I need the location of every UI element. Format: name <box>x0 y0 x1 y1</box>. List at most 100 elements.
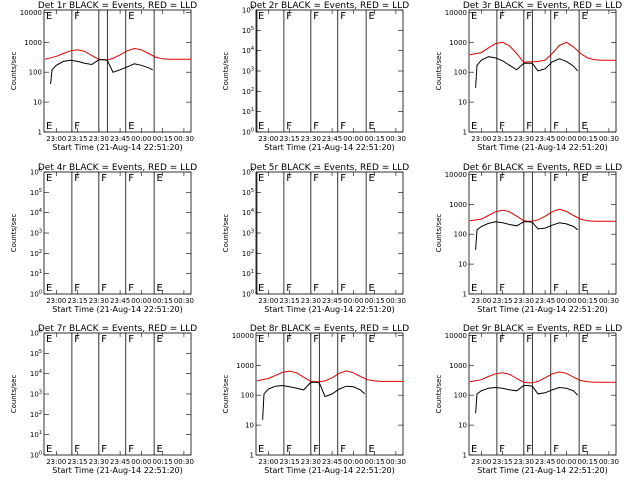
flag-label: F <box>286 283 292 294</box>
x-tick-label: 23:45 <box>535 458 555 466</box>
events-series-line <box>475 56 579 88</box>
flag-label: E <box>258 334 264 345</box>
flag-label: F <box>74 121 80 132</box>
flag-label: E <box>471 173 477 184</box>
y-tick-label: 100 <box>242 290 254 299</box>
x-axis-label: Start Time (21-Aug-14 22:51:20) <box>264 143 395 152</box>
x-tick-label: 23:45 <box>535 135 555 143</box>
x-tick-label: 00:30 <box>599 458 619 466</box>
flag-label: E <box>369 121 375 132</box>
y-tick-label: 1 <box>250 452 254 460</box>
flag-label: E <box>369 444 375 455</box>
flag-label: F <box>313 283 319 294</box>
y-axis-label: Counts/sec <box>222 52 230 91</box>
x-tick-label: 00:15 <box>578 135 598 143</box>
flag-label: F <box>286 444 292 455</box>
flag-label: F <box>128 173 134 184</box>
x-tick-label: 23:45 <box>110 458 130 466</box>
y-axis-label: Counts/sec <box>10 52 18 91</box>
x-tick-label: 23:00 <box>258 458 278 466</box>
events-series-line <box>262 381 366 420</box>
x-tick-label: 23:30 <box>301 297 321 305</box>
x-tick-label: 23:00 <box>46 458 66 466</box>
flag-label: F <box>286 173 292 184</box>
x-tick-label: 00:15 <box>153 458 173 466</box>
flag-label: F <box>553 283 559 294</box>
panel-title: Det 8r BLACK = Events, RED = LLD <box>250 324 409 334</box>
y-tick-label: 103 <box>30 229 42 238</box>
flag-label: E <box>157 334 163 345</box>
flag-label: E <box>369 283 375 294</box>
x-axis-label: Start Time (21-Aug-14 22:51:20) <box>477 466 608 475</box>
x-tick-label: 00:30 <box>386 458 406 466</box>
plot-frame <box>468 332 617 456</box>
y-tick-label: 104 <box>30 369 42 378</box>
y-axis-label: Counts/sec <box>222 375 230 414</box>
lld-series-line <box>469 41 616 64</box>
flag-label: E <box>157 283 163 294</box>
plot-frame <box>468 9 617 133</box>
y-tick-label: 10000 <box>445 171 467 179</box>
flag-label: F <box>340 444 346 455</box>
x-axis-label: Start Time (21-Aug-14 22:51:20) <box>264 466 395 475</box>
x-tick-label: 23:45 <box>110 297 130 305</box>
x-tick-label: 23:30 <box>89 135 109 143</box>
lld-series-line <box>469 371 616 384</box>
x-tick-label: 23:00 <box>46 135 66 143</box>
flag-label: F <box>313 173 319 184</box>
y-tick-label: 1000 <box>449 362 467 370</box>
flag-label: F <box>286 11 292 22</box>
x-axis-label: Start Time (21-Aug-14 22:51:20) <box>477 143 608 152</box>
x-tick-label: 23:45 <box>535 297 555 305</box>
x-tick-label: 23:00 <box>471 135 491 143</box>
y-tick-label: 10 <box>245 422 254 430</box>
flag-label: E <box>582 11 588 22</box>
flag-label: F <box>526 444 532 455</box>
flag-label: F <box>128 444 134 455</box>
x-tick-label: 00:15 <box>578 297 598 305</box>
x-tick-label: 23:00 <box>471 458 491 466</box>
x-tick-label: 23:00 <box>258 135 278 143</box>
y-tick-label: 10 <box>458 261 467 269</box>
flag-label: E <box>46 334 52 345</box>
flag-label: E <box>582 334 588 345</box>
y-tick-label: 101 <box>242 107 254 116</box>
events-series-line <box>475 385 579 414</box>
y-tick-label: 10 <box>458 422 467 430</box>
lld-series-line <box>469 208 616 222</box>
plot-frame <box>43 171 192 295</box>
flag-label: F <box>286 334 292 345</box>
x-tick-label: 23:30 <box>89 458 109 466</box>
flag-label: F <box>499 11 505 22</box>
flag-label: F <box>313 11 319 22</box>
flag-label: E <box>369 11 375 22</box>
y-tick-label: 104 <box>30 208 42 217</box>
flag-label: E <box>582 444 588 455</box>
x-tick-label: 23:15 <box>67 297 87 305</box>
flag-label: E <box>46 173 52 184</box>
flag-label: F <box>313 334 319 345</box>
x-tick-label: 23:30 <box>89 297 109 305</box>
y-tick-label: 105 <box>242 26 254 35</box>
y-tick-label: 101 <box>30 430 42 439</box>
flag-label: F <box>74 444 80 455</box>
x-tick-label: 00:00 <box>343 458 363 466</box>
flag-label: F <box>286 121 292 132</box>
y-tick-label: 105 <box>30 188 42 197</box>
flag-label: E <box>46 121 52 132</box>
x-tick-label: 00:15 <box>153 297 173 305</box>
flag-label: F <box>74 334 80 345</box>
x-tick-label: 23:15 <box>279 297 299 305</box>
y-tick-label: 100 <box>30 290 42 299</box>
flag-label: E <box>258 444 264 455</box>
y-tick-label: 100 <box>29 69 42 77</box>
flag-label: E <box>471 334 477 345</box>
panel-title: Det 6r BLACK = Events, RED = LLD <box>463 163 622 173</box>
flag-label: E <box>471 11 477 22</box>
y-tick-label: 1 <box>38 129 42 137</box>
x-axis-label: Start Time (21-Aug-14 22:51:20) <box>52 466 183 475</box>
flag-label: F <box>553 121 559 132</box>
x-tick-label: 23:30 <box>514 135 534 143</box>
